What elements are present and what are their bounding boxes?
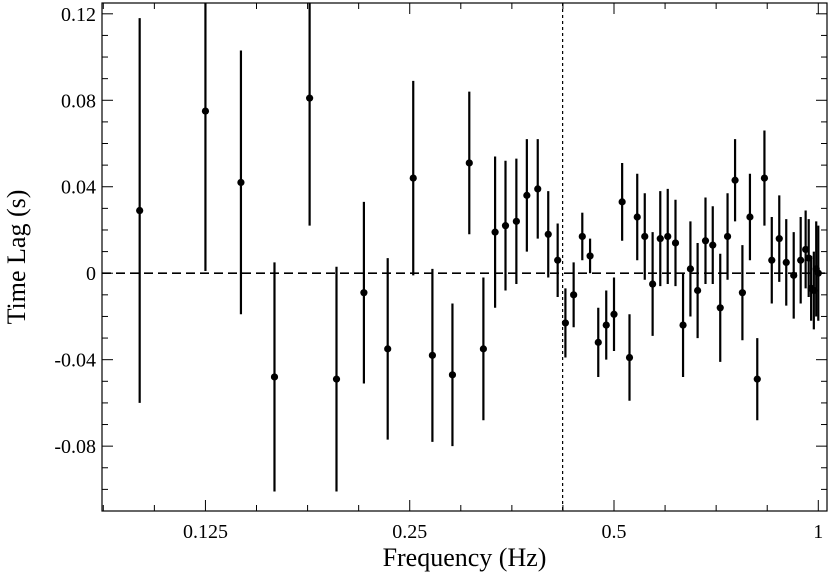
data-point: [656, 235, 664, 243]
x-axis-title: Frequency (Hz): [383, 543, 547, 572]
y-tick-label: -0.04: [54, 350, 96, 372]
data-points: [136, 3, 822, 492]
data-point: [479, 345, 487, 353]
data-point: [602, 321, 610, 329]
data-point: [797, 256, 805, 264]
data-point: [428, 351, 437, 359]
y-axis-title: Time Lag (s): [2, 190, 31, 325]
data-point: [686, 265, 695, 273]
plot-frame: [101, 2, 828, 512]
x-tick-label: 0.25: [392, 521, 427, 543]
data-point: [554, 256, 562, 264]
data-point: [768, 256, 776, 264]
data-point: [586, 252, 594, 260]
y-tick-label: 0: [86, 263, 96, 285]
data-point: [802, 245, 810, 254]
data-point: [512, 217, 520, 225]
data-point: [201, 107, 210, 115]
data-point: [270, 373, 279, 381]
y-tick-label: -0.08: [54, 436, 96, 458]
data-point: [723, 232, 732, 241]
data-point: [738, 289, 747, 297]
data-point: [753, 375, 761, 383]
data-point: [237, 178, 245, 187]
x-tick-label: 1: [813, 521, 823, 543]
data-point: [409, 174, 417, 182]
data-point: [465, 159, 473, 167]
data-point: [594, 338, 602, 346]
data-point: [501, 222, 510, 230]
data-point: [561, 319, 570, 327]
data-point: [384, 345, 392, 353]
data-point: [782, 258, 790, 267]
data-point: [360, 289, 368, 297]
data-point: [731, 176, 739, 184]
y-tick-label: 0.08: [61, 90, 96, 112]
data-point: [578, 232, 586, 241]
data-point: [641, 232, 649, 241]
data-point: [332, 375, 341, 383]
data-point: [534, 185, 542, 193]
data-point: [746, 213, 754, 221]
data-point: [664, 232, 672, 241]
data-point: [136, 206, 144, 215]
y-tick-label: 0.12: [61, 4, 96, 26]
data-point: [671, 239, 680, 247]
plot-area: [102, 3, 827, 511]
data-point: [625, 353, 634, 362]
data-point: [760, 174, 769, 182]
y-tick-label: 0.04: [61, 177, 96, 199]
data-point: [544, 230, 552, 238]
data-point: [633, 213, 641, 221]
x-tick-label: 0.125: [183, 521, 228, 543]
data-point: [491, 228, 499, 236]
data-point: [701, 237, 710, 245]
data-point: [694, 286, 702, 295]
axis-ticks: 0.12 0.08 0.04 0 -0.04 -0.08 0.125 0.25 0.5 1: [54, 3, 827, 543]
data-point: [649, 280, 657, 288]
data-point: [775, 235, 783, 243]
data-point: [716, 304, 724, 312]
data-point: [448, 371, 457, 379]
data-point: [306, 94, 314, 102]
data-point: [610, 310, 618, 318]
data-point: [523, 191, 531, 199]
x-tick-label: 0.5: [602, 521, 627, 543]
data-point: [570, 291, 578, 299]
data-point: [679, 321, 687, 329]
data-point: [618, 198, 626, 206]
data-point: [790, 271, 798, 279]
data-point: [709, 241, 717, 249]
